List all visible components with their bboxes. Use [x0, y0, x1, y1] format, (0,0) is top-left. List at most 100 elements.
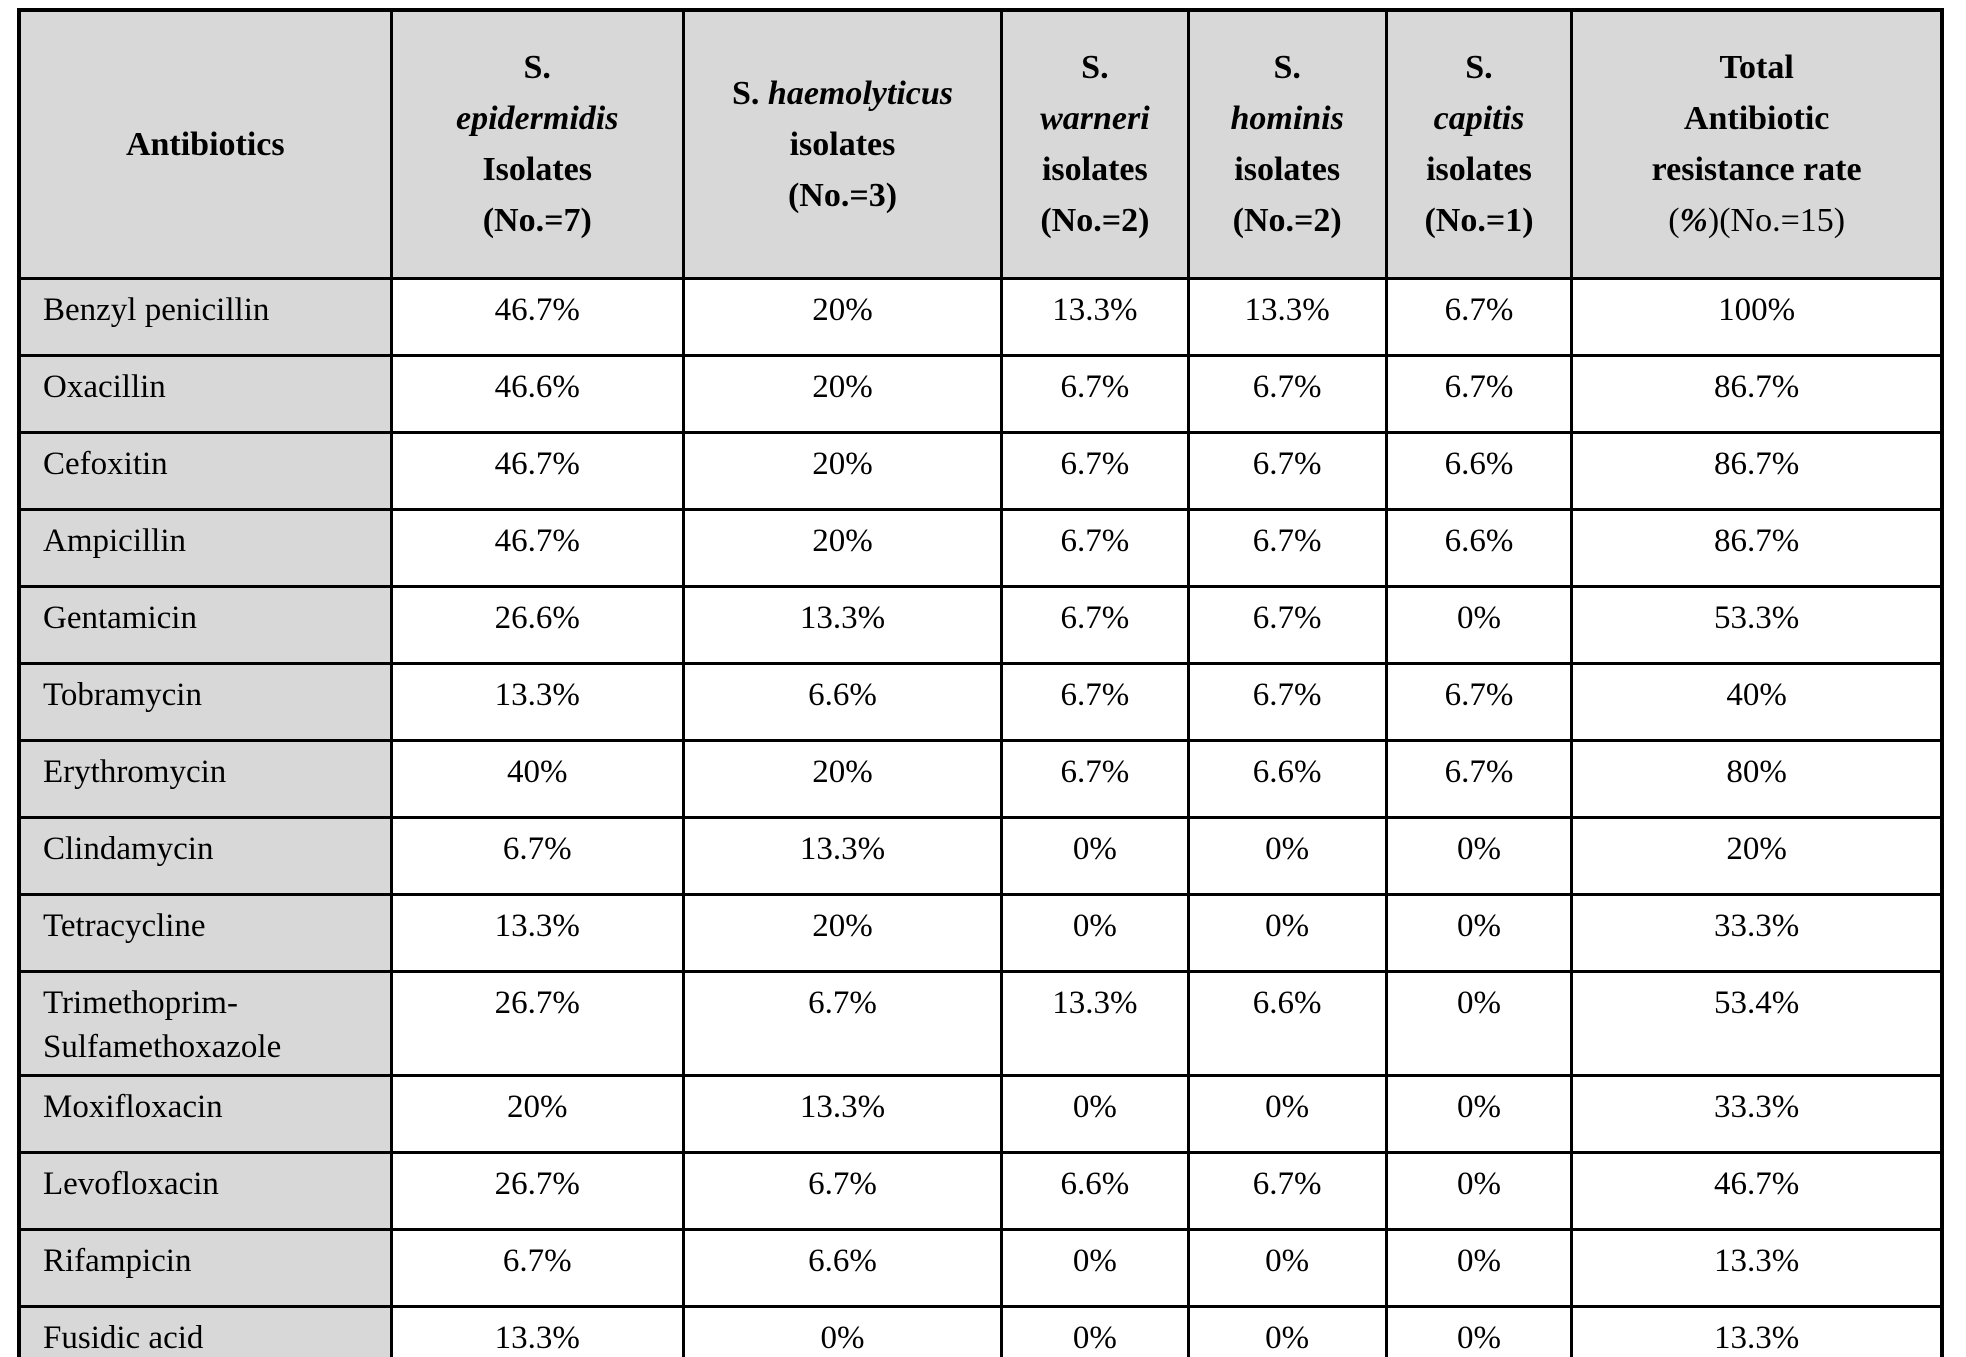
value-cell-total-resistance: 80%	[1570, 738, 1944, 819]
column-header-antibiotics: Antibiotics	[17, 8, 393, 280]
value-cell-s-hominis: 13.3%	[1186, 276, 1388, 357]
value-cell-s-haemolyticus: 20%	[681, 892, 1004, 973]
value-cell-s-haemolyticus: 0%	[681, 1304, 1004, 1357]
value-cell-s-epidermidis: 46.7%	[389, 276, 685, 357]
value-cell-s-hominis: 6.7%	[1186, 661, 1388, 742]
value-cell-s-epidermidis: 46.6%	[389, 353, 685, 434]
value-cell-s-haemolyticus: 20%	[681, 353, 1004, 434]
value-cell-s-warneri: 13.3%	[1000, 276, 1190, 357]
value-cell-s-capitis: 6.7%	[1384, 276, 1574, 357]
value-cell-total-resistance: 53.3%	[1570, 584, 1944, 665]
value-cell-s-hominis: 0%	[1186, 892, 1388, 973]
value-cell-s-haemolyticus: 20%	[681, 738, 1004, 819]
value-cell-s-haemolyticus: 6.6%	[681, 1227, 1004, 1308]
antibiotic-name-cell: Ampicillin	[17, 507, 393, 588]
value-cell-s-epidermidis: 13.3%	[389, 1304, 685, 1357]
value-cell-s-capitis: 6.6%	[1384, 507, 1574, 588]
table-row: Levofloxacin 26.7% 6.7% 6.6% 6.7% 0% 46.7%	[17, 1150, 1944, 1231]
table-header-row: Antibiotics S. epidermidis Isolates (No.=7) S…	[17, 8, 1944, 280]
value-cell-s-hominis: 6.7%	[1186, 353, 1388, 434]
value-cell-s-haemolyticus: 13.3%	[681, 1073, 1004, 1154]
value-cell-s-capitis: 0%	[1384, 584, 1574, 665]
value-cell-s-warneri: 0%	[1000, 1227, 1190, 1308]
column-header-s-epidermidis: S. epidermidis Isolates (No.=7)	[389, 8, 685, 280]
table-row: Oxacillin 46.6% 20% 6.7% 6.7% 6.7% 86.7%	[17, 353, 1944, 434]
antibiotic-name-cell: Rifampicin	[17, 1227, 393, 1308]
value-cell-s-capitis: 0%	[1384, 1227, 1574, 1308]
value-cell-s-haemolyticus: 20%	[681, 430, 1004, 511]
value-cell-s-capitis: 6.6%	[1384, 430, 1574, 511]
antibiotic-name-cell: Cefoxitin	[17, 430, 393, 511]
table-row: Cefoxitin 46.7% 20% 6.7% 6.7% 6.6% 86.7%	[17, 430, 1944, 511]
column-header-s-capitis: S. capitis isolates (No.=1)	[1384, 8, 1574, 280]
value-cell-s-epidermidis: 6.7%	[389, 1227, 685, 1308]
value-cell-s-warneri: 6.7%	[1000, 353, 1190, 434]
antibiotic-name-cell: Benzyl penicillin	[17, 276, 393, 357]
value-cell-total-resistance: 33.3%	[1570, 892, 1944, 973]
value-cell-s-hominis: 0%	[1186, 1073, 1388, 1154]
value-cell-s-warneri: 0%	[1000, 1073, 1190, 1154]
value-cell-total-resistance: 86.7%	[1570, 353, 1944, 434]
value-cell-s-hominis: 6.7%	[1186, 1150, 1388, 1231]
value-cell-total-resistance: 86.7%	[1570, 430, 1944, 511]
value-cell-total-resistance: 100%	[1570, 276, 1944, 357]
value-cell-s-warneri: 0%	[1000, 892, 1190, 973]
value-cell-s-haemolyticus: 6.7%	[681, 969, 1004, 1077]
value-cell-s-epidermidis: 13.3%	[389, 661, 685, 742]
table-row: Erythromycin 40% 20% 6.7% 6.6% 6.7% 80%	[17, 738, 1944, 819]
value-cell-total-resistance: 86.7%	[1570, 507, 1944, 588]
antibiotic-name-cell: Oxacillin	[17, 353, 393, 434]
value-cell-s-capitis: 0%	[1384, 1150, 1574, 1231]
value-cell-s-warneri: 6.6%	[1000, 1150, 1190, 1231]
antibiotic-name-cell: Clindamycin	[17, 815, 393, 896]
value-cell-s-capitis: 6.7%	[1384, 661, 1574, 742]
value-cell-s-epidermidis: 26.6%	[389, 584, 685, 665]
value-cell-s-capitis: 0%	[1384, 1304, 1574, 1357]
antibiotic-name-cell: Trimethoprim-Sulfamethoxazole	[17, 969, 393, 1077]
value-cell-s-haemolyticus: 6.6%	[681, 661, 1004, 742]
antibiotic-name-cell: Levofloxacin	[17, 1150, 393, 1231]
value-cell-s-haemolyticus: 6.7%	[681, 1150, 1004, 1231]
antibiotic-name-cell: Tetracycline	[17, 892, 393, 973]
value-cell-s-hominis: 6.7%	[1186, 507, 1388, 588]
value-cell-total-resistance: 53.4%	[1570, 969, 1944, 1077]
value-cell-s-hominis: 0%	[1186, 815, 1388, 896]
value-cell-s-haemolyticus: 13.3%	[681, 584, 1004, 665]
value-cell-s-hominis: 6.6%	[1186, 738, 1388, 819]
value-cell-s-warneri: 6.7%	[1000, 430, 1190, 511]
value-cell-s-epidermidis: 40%	[389, 738, 685, 819]
value-cell-s-capitis: 6.7%	[1384, 353, 1574, 434]
value-cell-total-resistance: 33.3%	[1570, 1073, 1944, 1154]
table-row: Clindamycin 6.7% 13.3% 0% 0% 0% 20%	[17, 815, 1944, 896]
value-cell-s-hominis: 6.7%	[1186, 584, 1388, 665]
value-cell-s-warneri: 0%	[1000, 1304, 1190, 1357]
table-row: Ampicillin 46.7% 20% 6.7% 6.7% 6.6% 86.7%	[17, 507, 1944, 588]
column-header-total-resistance: Total Antibiotic resistance rate (%)(No.=15…	[1570, 8, 1944, 280]
value-cell-total-resistance: 13.3%	[1570, 1227, 1944, 1308]
table-row: Tetracycline 13.3% 20% 0% 0% 0% 33.3%	[17, 892, 1944, 973]
value-cell-s-haemolyticus: 20%	[681, 507, 1004, 588]
value-cell-s-epidermidis: 6.7%	[389, 815, 685, 896]
value-cell-s-epidermidis: 20%	[389, 1073, 685, 1154]
table-row: Gentamicin 26.6% 13.3% 6.7% 6.7% 0% 53.3%	[17, 584, 1944, 665]
table-row: Trimethoprim-Sulfamethoxazole 26.7% 6.7% 13…	[17, 969, 1944, 1077]
table-row: Fusidic acid 13.3% 0% 0% 0% 0% 13.3%	[17, 1304, 1944, 1357]
value-cell-s-capitis: 0%	[1384, 1073, 1574, 1154]
value-cell-s-epidermidis: 26.7%	[389, 969, 685, 1077]
value-cell-s-warneri: 0%	[1000, 815, 1190, 896]
value-cell-s-warneri: 6.7%	[1000, 584, 1190, 665]
antibiotic-name-cell: Tobramycin	[17, 661, 393, 742]
table-row: Tobramycin 13.3% 6.6% 6.7% 6.7% 6.7% 40%	[17, 661, 1944, 742]
table-row: Moxifloxacin 20% 13.3% 0% 0% 0% 33.3%	[17, 1073, 1944, 1154]
value-cell-s-warneri: 6.7%	[1000, 507, 1190, 588]
value-cell-total-resistance: 20%	[1570, 815, 1944, 896]
value-cell-s-epidermidis: 46.7%	[389, 507, 685, 588]
antibiotic-name-cell: Erythromycin	[17, 738, 393, 819]
value-cell-s-epidermidis: 13.3%	[389, 892, 685, 973]
value-cell-s-capitis: 0%	[1384, 815, 1574, 896]
antibiotic-resistance-table: Antibiotics S. epidermidis Isolates (No.=7) S…	[17, 8, 1944, 1357]
value-cell-s-capitis: 0%	[1384, 892, 1574, 973]
value-cell-s-hominis: 6.6%	[1186, 969, 1388, 1077]
value-cell-s-epidermidis: 26.7%	[389, 1150, 685, 1231]
table-row: Rifampicin 6.7% 6.6% 0% 0% 0% 13.3%	[17, 1227, 1944, 1308]
